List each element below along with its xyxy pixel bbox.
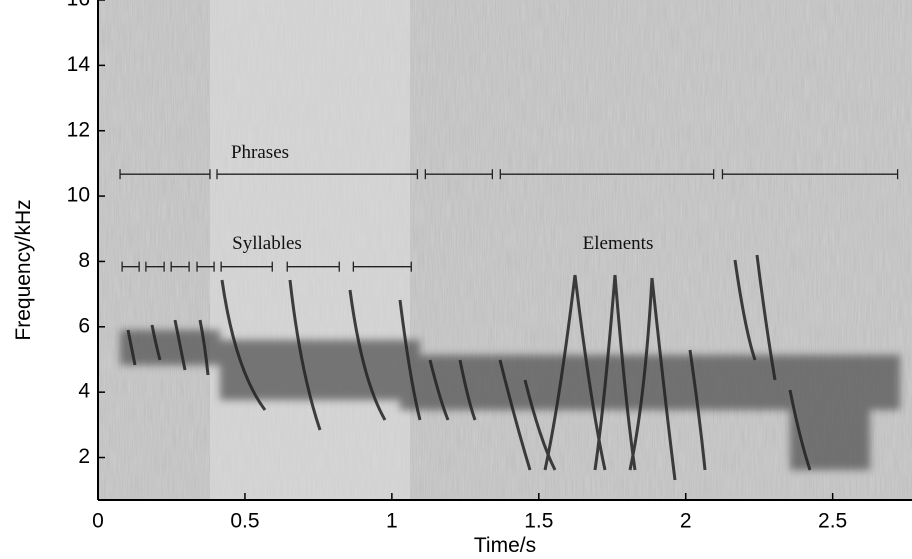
y-tick-label: 2 (78, 445, 90, 468)
y-tick-label: 16 (67, 0, 90, 11)
x-tick-label: 1 (386, 510, 398, 533)
y-axis-title: Frequency/kHz (12, 199, 35, 340)
y-tick-label: 10 (67, 184, 90, 207)
x-tick-label: 2.5 (818, 510, 847, 533)
interval-bracket (216, 169, 419, 180)
x-tick-label: 0 (92, 510, 104, 533)
interval-bracket (121, 261, 140, 272)
annotation-label: Syllables (232, 233, 302, 254)
axes (97, 0, 912, 501)
y-tick-label: 6 (78, 314, 90, 337)
interval-bracket (286, 261, 340, 272)
interval-bracket (196, 261, 215, 272)
x-tick-label: 0.5 (230, 510, 259, 533)
interval-bracket (220, 261, 273, 272)
x-tick-label: 2 (680, 510, 692, 533)
y-tick-label: 8 (78, 249, 90, 272)
interval-bracket (170, 261, 190, 272)
interval-bracket (352, 261, 412, 272)
annotation-label: Elements (583, 233, 654, 254)
y-tick-label: 12 (67, 118, 90, 141)
y-tick-label: 4 (78, 380, 90, 403)
spectrogram-image (98, 0, 912, 500)
x-axis-title: Time/s (474, 534, 536, 557)
interval-bracket (145, 261, 165, 272)
interval-bracket (119, 169, 211, 180)
annotation-label: Phrases (231, 142, 289, 163)
interval-bracket (721, 169, 899, 180)
interval-bracket (499, 169, 715, 180)
interval-bracket (424, 169, 494, 180)
x-tick-label: 1.5 (524, 510, 553, 533)
y-tick-label: 14 (67, 53, 91, 76)
